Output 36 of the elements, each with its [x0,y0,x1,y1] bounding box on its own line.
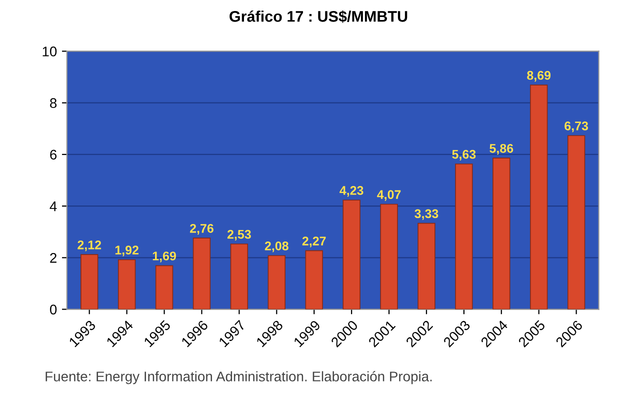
data-label: 3,33 [414,209,438,220]
data-label: 4,07 [377,190,401,201]
bar [230,244,248,310]
bar [305,250,323,310]
data-label: 5,63 [452,150,476,161]
data-label: 4,23 [340,186,364,197]
data-label: 2,08 [264,242,288,252]
data-label: 8,69 [527,70,551,82]
data-label: 2,12 [78,240,102,252]
y-tick-label: 2 [50,253,56,263]
y-tick-label: 4 [50,202,57,212]
bar [380,204,398,310]
bar [492,158,510,310]
y-tick-label: 6 [50,150,57,160]
chart-title: Gráfico 17 : US$/MMBTU [230,10,408,23]
source-note: Fuente: Energy Information Administration. Elaboración Propia. [46,371,432,384]
data-label: 2,27 [302,236,326,248]
bar [192,238,211,310]
data-label: 6,73 [564,122,588,132]
data-label: 1,92 [115,246,138,256]
bar [455,164,473,310]
data-label: 5,86 [490,144,514,155]
data-label: 2,53 [227,230,251,241]
bar [342,200,360,310]
data-label: 1,69 [152,252,176,262]
bar [567,135,586,310]
y-tick-label: 8 [50,98,57,108]
y-tick-label: 0 [50,304,57,314]
bar [118,259,136,310]
bar [155,265,174,310]
y-tick-label: 10 [42,46,57,56]
data-label: 2,76 [190,224,214,235]
bar [268,255,286,310]
bar [530,84,548,310]
bar [80,254,98,310]
bar [418,222,436,310]
